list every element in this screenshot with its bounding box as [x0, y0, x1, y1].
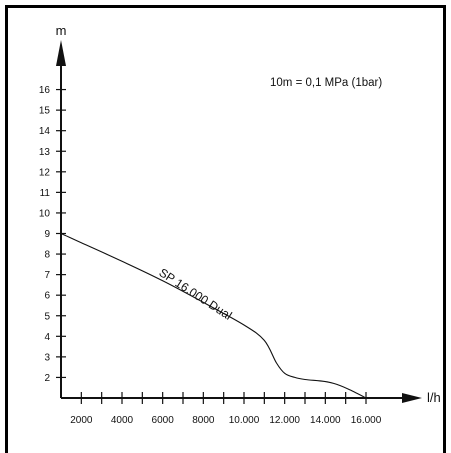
- pressure-conversion-note: 10m = 0,1 MPa (1bar): [270, 77, 382, 89]
- y-tick-label: 7: [44, 270, 50, 281]
- y-tick-label: 9: [44, 229, 50, 240]
- y-tick-label: 11: [40, 188, 51, 199]
- y-tick-label: 8: [44, 250, 50, 261]
- x-tick-label: 8000: [192, 415, 215, 426]
- frame-border: [5, 5, 446, 453]
- x-tick-label: 6000: [152, 415, 175, 426]
- series-line-sp-16000-dual: [60, 232, 367, 399]
- y-tick-label: 12: [39, 167, 51, 178]
- y-tick-label: 5: [44, 311, 50, 322]
- y-tick-label: 4: [44, 332, 50, 343]
- y-axis-unit-label: m: [56, 23, 67, 38]
- y-tick-label: 15: [39, 106, 51, 117]
- y-tick-label: 13: [39, 147, 51, 158]
- x-tick-label: 16.000: [351, 415, 382, 426]
- x-axis-arrowhead: [402, 393, 422, 403]
- x-tick-label: 10.000: [229, 415, 260, 426]
- x-tick-label: 12.000: [269, 415, 300, 426]
- y-axis-arrowhead: [56, 40, 66, 66]
- y-tick-label: 10: [39, 208, 51, 219]
- series-label: SP 16.000 Dual: [157, 265, 235, 322]
- y-tick-label: 16: [39, 85, 51, 96]
- x-tick-label: 2000: [70, 415, 93, 426]
- y-axis: m 2 3 4 5 6 7 8 9 10 11 12 13 14 15 16: [39, 23, 67, 398]
- x-tick-label: 4000: [111, 415, 134, 426]
- x-tick-label: 14.000: [310, 415, 341, 426]
- y-tick-label: 6: [44, 291, 50, 302]
- y-tick-label: 14: [39, 126, 51, 137]
- y-tick-label: 3: [44, 352, 50, 363]
- y-tick-label: 2: [44, 373, 50, 384]
- x-axis-unit-label: l/h: [427, 390, 441, 405]
- x-axis: l/h 2000 4000 6000 8000 10.000 12.000 14.000 16…: [61, 390, 441, 426]
